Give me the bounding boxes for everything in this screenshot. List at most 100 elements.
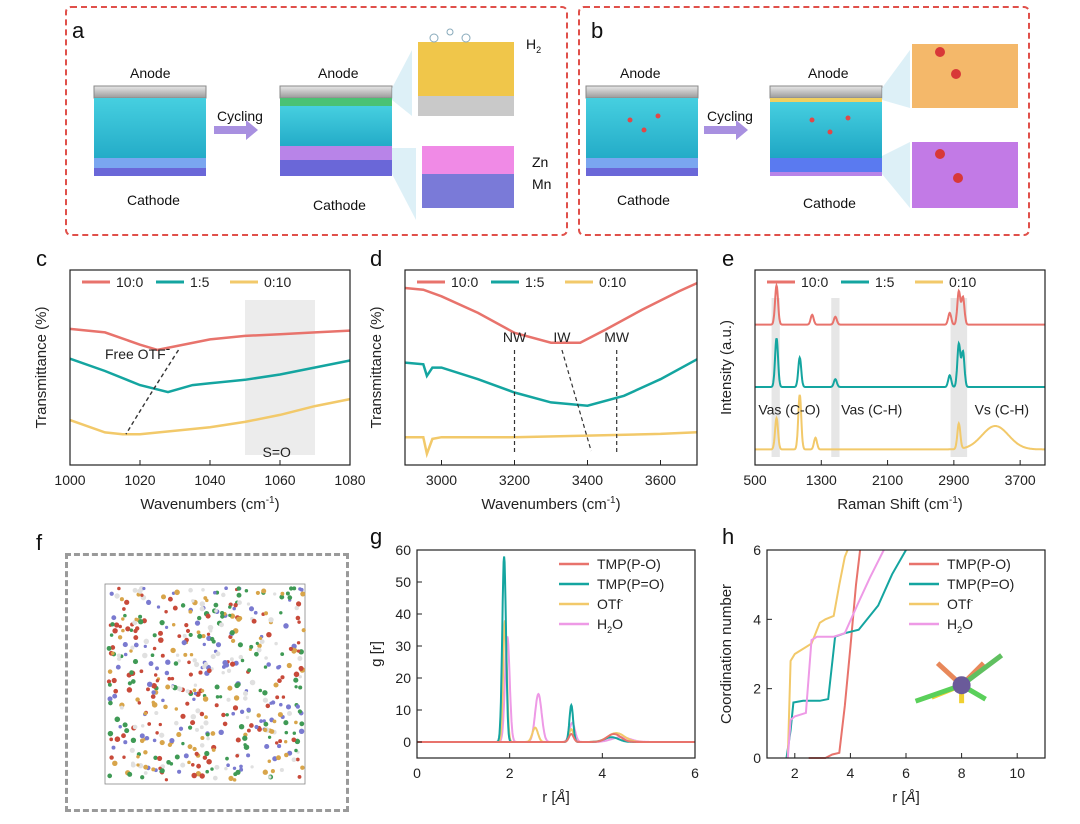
md-atom	[228, 613, 232, 618]
md-atom	[220, 614, 225, 619]
chart-g-series-0	[417, 732, 695, 743]
chart-g-ytick-label-6: 60	[395, 542, 411, 558]
md-atom	[181, 741, 185, 746]
chart-g-ytick-label-3: 30	[395, 638, 411, 654]
md-atom	[246, 707, 251, 713]
md-atom	[129, 747, 135, 753]
md-atom	[169, 738, 175, 744]
md-atom	[150, 694, 156, 699]
md-atom	[239, 764, 243, 769]
md-atom	[245, 715, 250, 720]
cycling-label-a: Cycling	[217, 108, 263, 124]
md-atom	[230, 638, 236, 644]
md-atom	[286, 662, 292, 669]
md-atom	[200, 689, 205, 693]
md-atom	[276, 755, 281, 761]
md-atom	[164, 609, 168, 614]
md-atom	[262, 697, 269, 703]
md-atom	[218, 729, 224, 735]
chart-d-series-0	[404, 281, 698, 344]
md-atom	[190, 720, 196, 726]
md-atom	[237, 600, 242, 606]
md-atom	[228, 775, 234, 781]
chart-g-legend-label-2: OTf-	[597, 595, 623, 612]
md-atom	[249, 644, 254, 649]
md-atom	[236, 616, 242, 622]
md-atom	[287, 595, 293, 600]
md-atom	[235, 753, 240, 758]
md-atom	[244, 589, 249, 593]
md-atom	[258, 688, 263, 693]
md-atom	[284, 740, 288, 744]
md-atom	[143, 764, 149, 770]
md-atom	[238, 724, 245, 730]
chart-h-ytick-label-3: 6	[753, 542, 761, 558]
md-atom	[132, 724, 138, 730]
md-atom	[239, 709, 245, 714]
md-atom	[205, 769, 209, 774]
chart-h-xtick-label-2: 6	[902, 765, 910, 781]
md-atom	[213, 590, 217, 595]
md-atom	[264, 743, 270, 750]
chart-h-legend-label-3: H2O	[947, 616, 973, 635]
chart-c-legend-label-1: 1:5	[190, 274, 210, 290]
md-atom	[113, 688, 119, 694]
md-atom	[135, 626, 140, 631]
chart-g-ylabel: g [r]	[368, 641, 385, 667]
md-atom	[133, 642, 139, 648]
md-atom	[294, 720, 298, 725]
chart-g-xtick-label-2: 4	[598, 765, 606, 781]
chart-g-legend-label-3: H2O	[597, 616, 623, 635]
chart-g-xtick-label-1: 2	[506, 765, 514, 781]
md-atom	[188, 632, 193, 637]
md-atom	[129, 628, 134, 633]
chart-d-annotation-0: NW	[503, 329, 527, 345]
md-atom	[146, 687, 150, 692]
md-atom	[171, 591, 176, 595]
md-atom	[197, 633, 203, 639]
md-atom	[214, 609, 218, 613]
md-atom	[211, 748, 216, 752]
md-atom	[269, 729, 275, 734]
chart-h-series-1	[785, 549, 907, 759]
md-atom	[115, 664, 121, 670]
md-atom	[259, 639, 265, 644]
md-atom	[236, 586, 241, 591]
md-atom	[286, 710, 293, 717]
md-atom	[218, 695, 223, 699]
chart-d-xtick-label-3: 3600	[645, 472, 676, 488]
md-atom	[263, 721, 269, 727]
md-atom	[177, 634, 182, 638]
md-atom	[283, 720, 289, 726]
md-atom	[107, 730, 114, 737]
md-atom	[160, 594, 167, 600]
md-atom	[190, 762, 195, 767]
md-atom	[229, 630, 235, 636]
md-atom	[172, 605, 178, 611]
md-atom	[111, 677, 117, 684]
md-atom	[249, 679, 256, 686]
md-atom	[226, 697, 231, 702]
md-atom	[127, 681, 133, 686]
md-atom	[262, 719, 266, 723]
md-atom	[220, 611, 225, 616]
md-atom	[106, 645, 112, 651]
md-atom	[116, 653, 121, 658]
cathode-label-a2: Cathode	[313, 197, 366, 213]
chart-e-annotation-vs-ch: Vs (C-H)	[975, 401, 1029, 417]
md-atom	[152, 633, 157, 638]
md-atom	[278, 739, 283, 744]
chart-h-ylabel: Coordination number	[718, 584, 735, 724]
md-atom	[142, 652, 148, 659]
md-atom	[210, 636, 215, 642]
md-atom	[112, 760, 118, 767]
md-atom	[254, 651, 259, 657]
md-atom	[298, 685, 303, 690]
panel-a-frame	[65, 6, 568, 236]
chart-d-legend-label-0: 10:0	[451, 274, 478, 290]
md-atom	[122, 642, 128, 648]
md-atom	[205, 598, 209, 603]
md-atom	[291, 757, 297, 763]
md-atom	[246, 753, 251, 758]
md-atom	[137, 701, 142, 705]
